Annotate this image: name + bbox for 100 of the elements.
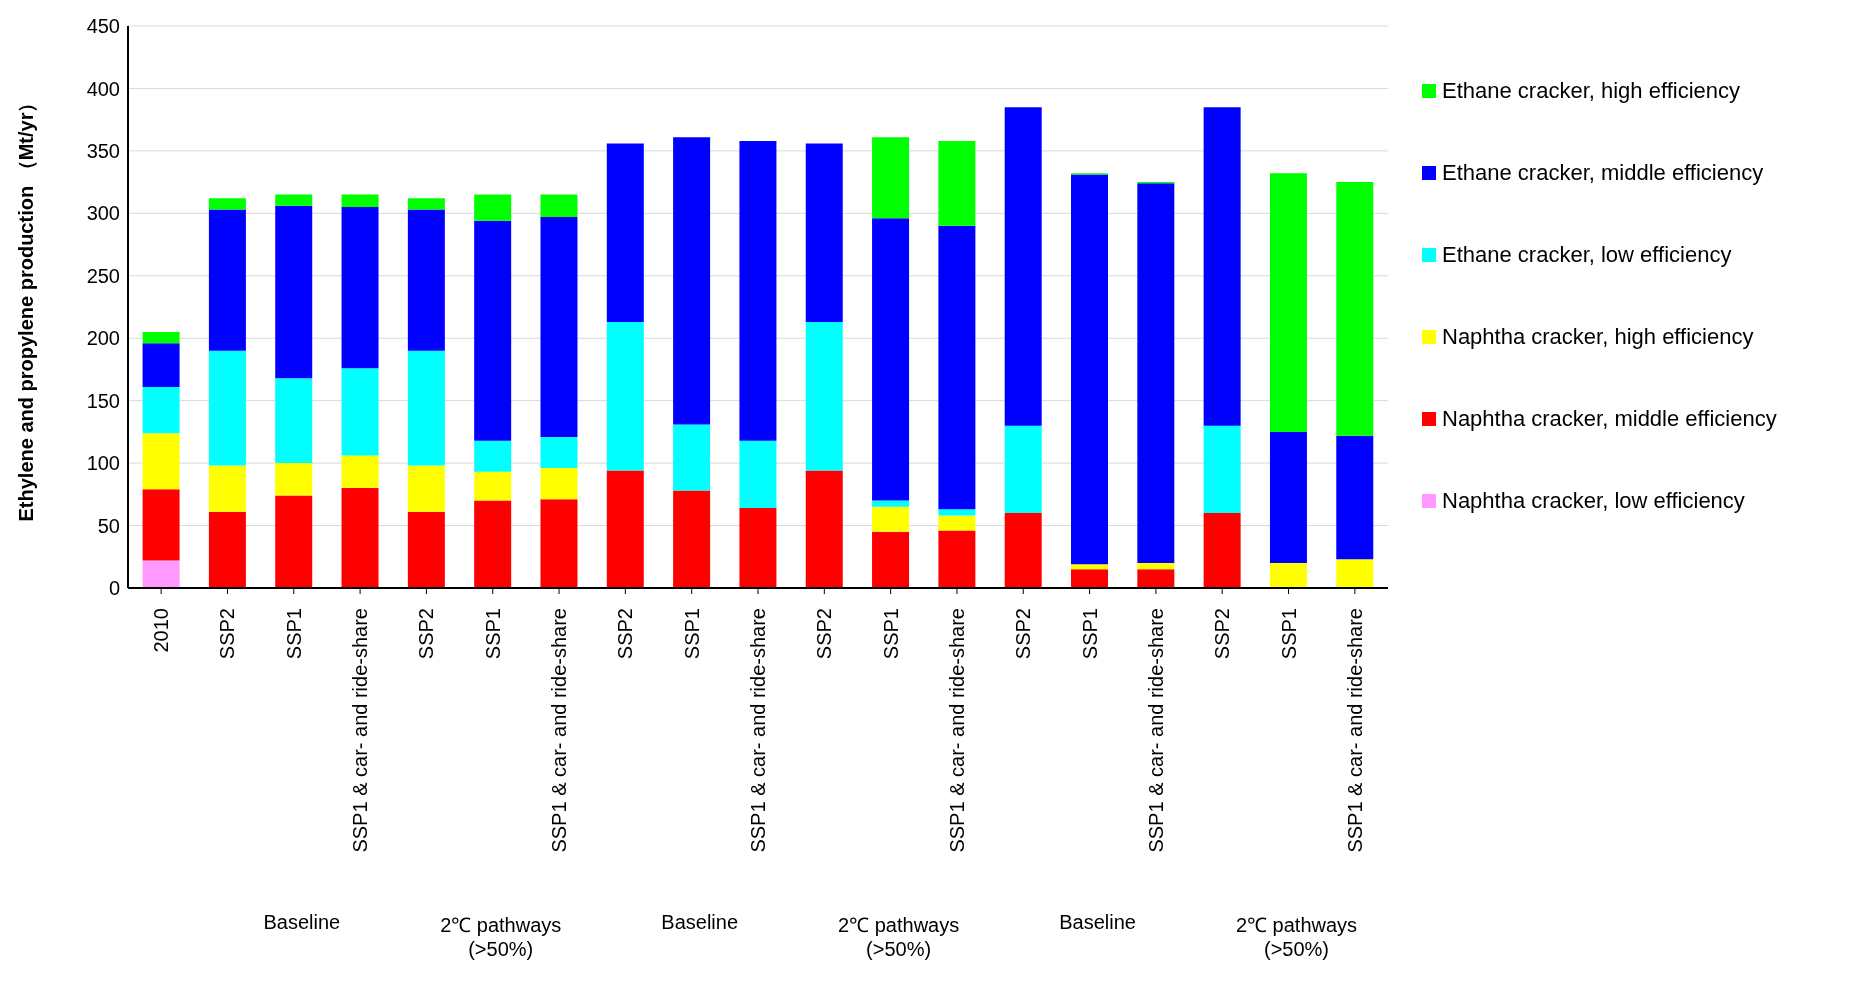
bar [1203,513,1241,588]
bar [341,488,379,588]
y-tick-label: 150 [86,389,120,412]
bar [805,321,843,471]
bar [938,140,976,226]
bar [474,220,512,441]
legend-label: Naphtha cracker, low efficiency [1442,488,1745,514]
bar [275,463,313,496]
bar [1203,425,1241,514]
bar [208,511,246,588]
bar [872,500,910,507]
bar [142,343,180,387]
text: Baseline [661,911,739,934]
x-tick-label: SSP2 [1211,608,1234,660]
x-tick-label: SSP1 & car- and ride-share [548,608,571,853]
x-tick-label: SSP1 & car- and ride-share [945,608,968,853]
bar [540,499,578,588]
legend-label: Naphtha cracker, high efficiency [1442,324,1754,350]
bar [1137,569,1175,588]
bar [341,194,379,208]
bar [341,455,379,489]
bar [1203,107,1241,426]
bar [407,465,445,512]
bar [407,511,445,588]
x-tick-label: SSP2 [813,608,836,660]
x-tick-label: SSP1 & car- and ride-share [349,608,372,853]
bar [606,321,644,471]
bar [142,386,180,434]
bar [673,490,711,588]
bar [805,143,843,322]
legend-label: Ethane cracker, low efficiency [1442,242,1732,268]
y-tick-label: 50 [97,514,120,537]
y-tick-label: 350 [86,139,120,162]
bar [407,350,445,466]
x-tick-label: SSP1 [282,608,305,660]
x-tick-label: SSP1 [879,608,902,660]
bar [938,515,976,531]
y-tick-label: 400 [86,77,120,100]
bar [1004,425,1042,514]
x-tick-label: SSP1 [1277,608,1300,660]
bar [673,137,711,425]
bar [142,331,180,344]
text: 2℃ pathways (>50%) [1234,913,1359,961]
bar [739,508,777,588]
bar [938,225,976,510]
y-tick-label: 0 [108,577,120,600]
bar [540,194,578,218]
bar [474,500,512,588]
legend-label: Ethane cracker, middle efficiency [1442,160,1764,186]
y-axis-title: Ethylene and propylene production （Mt/yr） [15,92,38,522]
y-tick-label: 450 [86,15,120,38]
bar [1269,173,1307,432]
bar [1336,559,1374,588]
y-tick-label: 200 [86,327,120,350]
text: 2℃ pathways (>50%) [439,913,563,961]
bar [1071,569,1109,588]
bar [208,198,246,210]
bar [1336,182,1374,436]
bar [142,489,180,561]
text: Baseline [263,911,341,934]
bar [606,470,644,588]
bar [208,465,246,512]
bar [872,137,910,219]
x-tick-label: SSP2 [415,608,438,660]
bar [341,207,379,369]
bar [474,194,512,221]
bar [540,468,578,500]
x-tick-label: SSP1 & car- and ride-share [747,608,769,853]
bar [275,378,313,464]
bar [540,217,578,437]
bar [275,194,313,206]
bar [872,506,910,532]
legend-label: Ethane cracker, high efficiency [1442,78,1740,104]
x-tick-label: SSP1 [481,608,504,660]
bar [739,440,777,509]
legend-label: Naphtha cracker, middle efficiency [1442,406,1777,432]
bar [275,205,313,379]
bar [938,530,976,588]
x-tick-label: SSP1 [680,608,703,660]
bar [1269,563,1307,588]
bar [275,495,313,588]
bar [805,470,843,588]
bar [739,140,777,441]
bar [673,424,711,491]
bar [938,509,976,516]
x-tick-label: SSP1 & car- and ride-share [1343,608,1366,853]
y-tick-label: 300 [86,202,120,225]
x-tick-label: 2010 [150,608,173,653]
bar [872,218,910,501]
bar [142,433,180,490]
x-tick-label: SSP1 [1078,608,1101,660]
bar [407,209,445,351]
text: 2℃ pathways (>50%) [837,913,961,961]
bar [1336,435,1374,560]
bar [540,436,578,469]
y-tick-label: 250 [86,264,120,287]
bar [208,350,246,466]
x-tick-label: SSP1 & car- and ride-share [1144,608,1167,853]
bar [407,198,445,210]
bar [341,368,379,456]
